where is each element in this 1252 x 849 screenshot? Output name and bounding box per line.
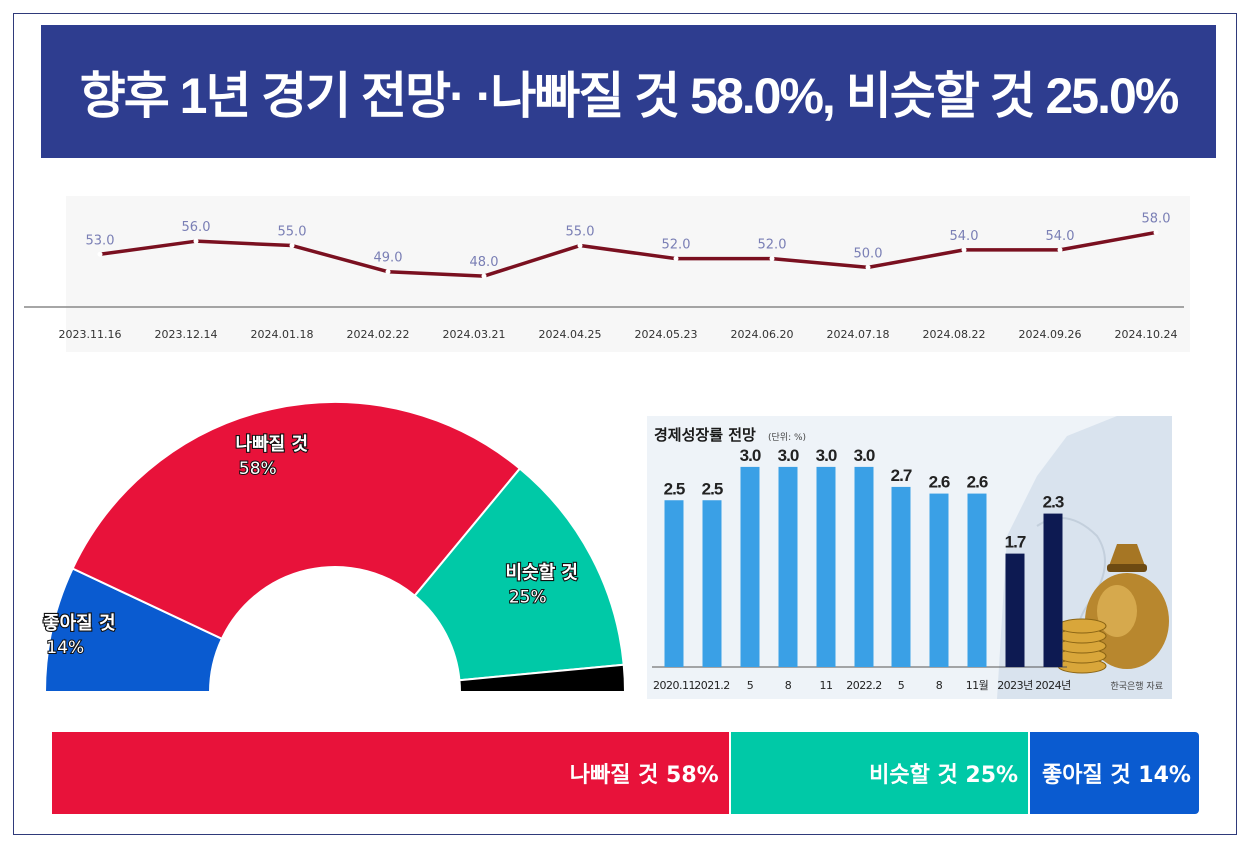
growth-value-label: 2.3 (1043, 493, 1064, 512)
growth-forecast-inset: 경제성장률 전망 (단위: %) 2.5 2020.11 2.5 2021.2 3.0 5 3.… (647, 416, 1172, 699)
trend-date-label: 2024.04.25 (539, 328, 602, 341)
trend-point (865, 264, 871, 270)
trend-value-label: 52.0 (662, 238, 691, 253)
growth-chart-title: 경제성장률 전망 (654, 426, 756, 444)
trend-background (66, 196, 1190, 352)
stacked-bar: 나빠질 것 58% 비슷할 것 25% 좋아질 것 14% (52, 732, 1199, 814)
gauge-percent-label: 25% (509, 588, 547, 608)
growth-value-label: 2.6 (967, 473, 988, 492)
growth-value-label: 2.6 (929, 473, 950, 492)
growth-category-label: 11월 (966, 679, 989, 692)
growth-category-label: 8 (785, 679, 792, 692)
gauge-segment-same (413, 467, 625, 682)
growth-bar (778, 466, 798, 667)
trend-point (1057, 247, 1063, 253)
growth-unit-note: (단위: %) (768, 432, 806, 443)
trend-point (385, 269, 391, 275)
growth-category-label: 5 (747, 679, 754, 692)
growth-bar (702, 500, 722, 667)
trend-value-label: 55.0 (566, 225, 595, 240)
growth-bar (1043, 513, 1063, 667)
growth-value-label: 1.7 (1005, 533, 1026, 552)
gauge-category-label: 비슷할 것 (505, 562, 578, 584)
gauge-segment-unknown (458, 663, 627, 693)
growth-value-label: 2.5 (664, 479, 685, 498)
trend-date-label: 2024.02.22 (347, 328, 410, 341)
trend-date-label: 2024.07.18 (827, 328, 890, 341)
trend-value-label: 54.0 (1046, 229, 1075, 244)
stacked-segment-worse: 나빠질 것 58% (52, 732, 729, 814)
trend-date-label: 2024.01.18 (251, 328, 314, 341)
gauge-percent-label: 14% (46, 638, 84, 658)
growth-value-label: 3.0 (854, 446, 875, 465)
trend-date-label: 2024.05.23 (635, 328, 698, 341)
growth-bar (854, 466, 874, 667)
trend-value-label: 52.0 (758, 238, 787, 253)
trend-series-line (99, 230, 1157, 278)
trend-value-label: 49.0 (374, 251, 403, 266)
stacked-segment-same: 비슷할 것 25% (728, 732, 1029, 814)
growth-category-label: 2024년 (1035, 679, 1071, 692)
trend-date-label: 2024.06.20 (731, 328, 794, 341)
trend-value-label: 53.0 (86, 233, 115, 248)
growth-bar (816, 466, 836, 667)
trend-date-label: 2024.09.26 (1019, 328, 1082, 341)
growth-value-label: 3.0 (816, 446, 837, 465)
gauge-category-label: 좋아질 것 (43, 613, 116, 634)
page-frame (13, 13, 1237, 835)
trend-date-label: 2023.11.16 (59, 328, 122, 341)
growth-value-label: 2.7 (891, 466, 912, 485)
trend-point (961, 247, 967, 253)
half-donut-chart: 좋아질 것 14% 나빠질 것 58% 비슷할 것 25% (42, 401, 627, 693)
trend-value-label: 50.0 (854, 246, 883, 261)
trend-point (673, 256, 679, 262)
growth-bar (929, 493, 949, 667)
trend-line-chart: 53.0 2023.11.16 56.0 2023.12.14 55.0 2024.01.… (24, 196, 1190, 352)
page-title: 향후 1년 경기 전망· ·나빠질 것 58.0%, 비슷할 것 25.0% (79, 67, 1180, 124)
stacked-segment-better: 좋아질 것 14% (1028, 732, 1199, 814)
trend-date-label: 2024.03.21 (443, 328, 506, 341)
growth-source-label: 한국은행 자료 (1110, 680, 1163, 692)
growth-category-label: 2020.11 (653, 679, 695, 692)
growth-bar (967, 493, 987, 667)
trend-point (481, 273, 487, 279)
growth-category-label: 5 (898, 679, 905, 692)
gauge-percent-label: 58% (239, 459, 277, 479)
trend-point (193, 238, 199, 244)
money-bag-icon (1057, 544, 1169, 674)
growth-bar (1005, 553, 1025, 667)
growth-category-label: 11 (820, 679, 833, 692)
trend-point (289, 243, 295, 249)
trend-value-label: 48.0 (470, 255, 499, 270)
growth-bar (891, 486, 911, 667)
growth-value-label: 3.0 (740, 446, 761, 465)
title-banner: 향후 1년 경기 전망· ·나빠질 것 58.0%, 비슷할 것 25.0% (41, 25, 1216, 158)
trend-date-label: 2024.10.24 (1115, 328, 1178, 341)
gauge-category-label: 나빠질 것 (236, 434, 309, 455)
growth-value-label: 2.5 (702, 479, 723, 498)
growth-category-label: 2022.2 (846, 679, 882, 692)
growth-category-label: 2023년 (997, 679, 1033, 692)
growth-bar (740, 466, 760, 667)
trend-value-label: 56.0 (182, 220, 211, 235)
trend-date-label: 2023.12.14 (155, 328, 218, 341)
growth-category-label: 2021.2 (694, 679, 730, 692)
growth-bar-chart: 경제성장률 전망 (단위: %) 2.5 2020.11 2.5 2021.2 3.0 5 3.… (652, 416, 1172, 699)
growth-category-label: 8 (936, 679, 943, 692)
trend-value-label: 58.0 (1142, 211, 1171, 226)
gauge-segment-worse (71, 401, 522, 641)
trend-point (1153, 229, 1159, 235)
trend-date-label: 2024.08.22 (923, 328, 986, 341)
growth-value-label: 3.0 (778, 446, 799, 465)
trend-point (97, 251, 103, 257)
trend-point (769, 256, 775, 262)
trend-value-label: 54.0 (950, 229, 979, 244)
trend-point (577, 243, 583, 249)
growth-bar (664, 500, 684, 667)
trend-value-label: 55.0 (278, 225, 307, 240)
